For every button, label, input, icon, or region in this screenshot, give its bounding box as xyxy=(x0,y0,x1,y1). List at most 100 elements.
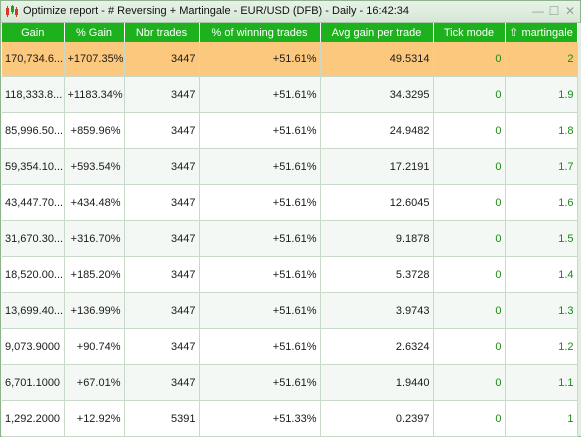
cell-nbr-trades: 5391 xyxy=(124,400,200,437)
minimize-button[interactable]: — xyxy=(532,4,544,18)
cell-nbr-trades: 3447 xyxy=(124,364,200,401)
cell-winning-trades: +51.61% xyxy=(199,328,321,365)
cell-martingale: 1.7 xyxy=(505,148,578,185)
cell-avg-gain: 49.5314 xyxy=(320,42,434,77)
cell-martingale: 1.2 xyxy=(505,328,578,365)
table-row[interactable]: 9,073.9000 +90.74% 3447 +51.61% 2.6324 0 1.2 xyxy=(2,328,578,365)
column-header-gain[interactable]: Gain xyxy=(2,23,65,42)
cell-pct-gain: +593.54% xyxy=(64,148,125,185)
column-header-tick-mode[interactable]: Tick mode xyxy=(433,23,506,42)
table-row[interactable]: 170,734.6... +1707.35% 3447 +51.61% 49.5314 0… xyxy=(2,42,578,77)
cell-avg-gain: 3.9743 xyxy=(320,292,434,329)
table-row[interactable]: 31,670.30... +316.70% 3447 +51.61% 9.1878 0 1.… xyxy=(2,220,578,257)
cell-tick-mode: 0 xyxy=(433,184,506,221)
cell-gain: 9,073.9000 xyxy=(2,328,65,365)
cell-tick-mode: 0 xyxy=(433,400,506,437)
cell-gain: 31,670.30... xyxy=(2,220,65,257)
optimization-results-table: Gain % Gain Nbr trades % of winning trad… xyxy=(2,23,578,437)
table-row[interactable]: 18,520.00... +185.20% 3447 +51.61% 5.3728 0 1.… xyxy=(2,256,578,293)
cell-martingale: 1.4 xyxy=(505,256,578,293)
cell-martingale: 1.9 xyxy=(505,76,578,113)
cell-martingale: 1.6 xyxy=(505,184,578,221)
cell-gain: 43,447.70... xyxy=(2,184,65,221)
table-row[interactable]: 1,292.2000 +12.92% 5391 +51.33% 0.2397 0 1 xyxy=(2,400,578,437)
cell-winning-trades: +51.61% xyxy=(199,76,321,113)
cell-nbr-trades: 3447 xyxy=(124,42,200,77)
cell-tick-mode: 0 xyxy=(433,328,506,365)
cell-pct-gain: +90.74% xyxy=(64,328,125,365)
cell-avg-gain: 17.2191 xyxy=(320,148,434,185)
cell-martingale: 1.8 xyxy=(505,112,578,149)
table-row[interactable]: 13,699.40... +136.99% 3447 +51.61% 3.9743 0 1.… xyxy=(2,292,578,329)
cell-martingale: 2 xyxy=(505,42,578,77)
cell-gain: 59,354.10... xyxy=(2,148,65,185)
cell-pct-gain: +136.99% xyxy=(64,292,125,329)
table-row[interactable]: 59,354.10... +593.54% 3447 +51.61% 17.2191 0 1… xyxy=(2,148,578,185)
cell-winning-trades: +51.61% xyxy=(199,42,321,77)
cell-nbr-trades: 3447 xyxy=(124,148,200,185)
table-row[interactable]: 118,333.8... +1183.34% 3447 +51.61% 34.3295 0… xyxy=(2,76,578,113)
cell-avg-gain: 9.1878 xyxy=(320,220,434,257)
cell-martingale: 1.5 xyxy=(505,220,578,257)
column-header-martingale-label: martingale xyxy=(521,27,573,39)
cell-tick-mode: 0 xyxy=(433,256,506,293)
cell-nbr-trades: 3447 xyxy=(124,112,200,149)
cell-nbr-trades: 3447 xyxy=(124,220,200,257)
cell-winning-trades: +51.61% xyxy=(199,364,321,401)
maximize-button[interactable]: ☐ xyxy=(548,4,560,18)
cell-tick-mode: 0 xyxy=(433,364,506,401)
table-row[interactable]: 85,996.50... +859.96% 3447 +51.61% 24.9482 0 1… xyxy=(2,112,578,149)
table-header-row: Gain % Gain Nbr trades % of winning trad… xyxy=(2,23,578,42)
cell-avg-gain: 2.6324 xyxy=(320,328,434,365)
cell-tick-mode: 0 xyxy=(433,148,506,185)
table-row[interactable]: 43,447.70... +434.48% 3447 +51.61% 12.6045 0 1… xyxy=(2,184,578,221)
candlestick-chart-icon xyxy=(6,5,18,17)
cell-avg-gain: 24.9482 xyxy=(320,112,434,149)
cell-pct-gain: +67.01% xyxy=(64,364,125,401)
cell-gain: 6,701.1000 xyxy=(2,364,65,401)
cell-nbr-trades: 3447 xyxy=(124,292,200,329)
cell-winning-trades: +51.61% xyxy=(199,292,321,329)
column-header-avg-gain[interactable]: Avg gain per trade xyxy=(320,23,434,42)
cell-pct-gain: +12.92% xyxy=(64,400,125,437)
cell-winning-trades: +51.61% xyxy=(199,148,321,185)
cell-martingale: 1 xyxy=(505,400,578,437)
cell-tick-mode: 0 xyxy=(433,112,506,149)
cell-martingale: 1.3 xyxy=(505,292,578,329)
cell-gain: 13,699.40... xyxy=(2,292,65,329)
window-title: Optimize report - # Reversing + Martinga… xyxy=(23,5,410,17)
cell-avg-gain: 5.3728 xyxy=(320,256,434,293)
cell-pct-gain: +1183.34% xyxy=(64,76,125,113)
cell-tick-mode: 0 xyxy=(433,220,506,257)
cell-winning-trades: +51.61% xyxy=(199,112,321,149)
cell-tick-mode: 0 xyxy=(433,76,506,113)
cell-winning-trades: +51.61% xyxy=(199,256,321,293)
title-bar[interactable]: Optimize report - # Reversing + Martinga… xyxy=(1,1,580,23)
column-header-winning-trades[interactable]: % of winning trades xyxy=(199,23,321,42)
cell-martingale: 1.1 xyxy=(505,364,578,401)
vertical-scrollbar[interactable] xyxy=(578,23,581,436)
table-row[interactable]: 6,701.1000 +67.01% 3447 +51.61% 1.9440 0 1.1 xyxy=(2,364,578,401)
close-button[interactable]: ✕ xyxy=(564,4,576,18)
cell-nbr-trades: 3447 xyxy=(124,328,200,365)
cell-pct-gain: +434.48% xyxy=(64,184,125,221)
cell-gain: 170,734.6... xyxy=(2,42,65,77)
cell-pct-gain: +859.96% xyxy=(64,112,125,149)
cell-winning-trades: +51.61% xyxy=(199,220,321,257)
cell-avg-gain: 34.3295 xyxy=(320,76,434,113)
cell-gain: 1,292.2000 xyxy=(2,400,65,437)
column-header-martingale[interactable]: ⇧ martingale xyxy=(505,23,578,42)
cell-gain: 18,520.00... xyxy=(2,256,65,293)
cell-tick-mode: 0 xyxy=(433,292,506,329)
cell-gain: 85,996.50... xyxy=(2,112,65,149)
cell-avg-gain: 1.9440 xyxy=(320,364,434,401)
cell-winning-trades: +51.61% xyxy=(199,184,321,221)
cell-pct-gain: +316.70% xyxy=(64,220,125,257)
column-header-pct-gain[interactable]: % Gain xyxy=(64,23,125,42)
cell-gain: 118,333.8... xyxy=(2,76,65,113)
cell-nbr-trades: 3447 xyxy=(124,184,200,221)
cell-tick-mode: 0 xyxy=(433,42,506,77)
cell-pct-gain: +185.20% xyxy=(64,256,125,293)
column-header-nbr-trades[interactable]: Nbr trades xyxy=(124,23,200,42)
